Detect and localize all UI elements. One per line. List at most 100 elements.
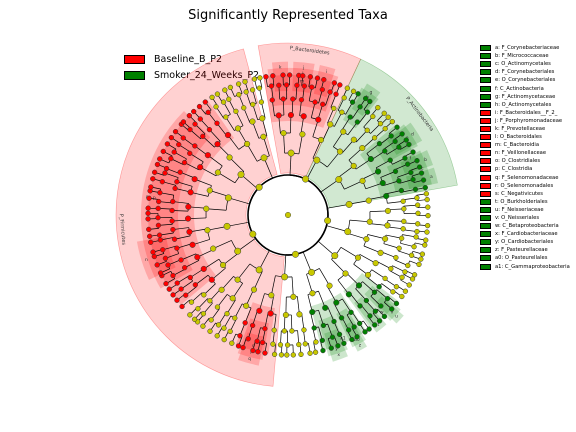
tree-node [262,326,268,332]
branch [172,201,189,204]
tree-node [422,184,428,191]
tree-node [336,148,344,155]
tree-node [424,229,430,235]
tree-node [402,155,408,161]
tree-node [382,148,388,154]
tree-node [168,134,174,141]
clade-legend-swatch [480,255,491,262]
tree-node [178,286,184,292]
branch [270,275,276,296]
tree-node [170,292,176,298]
root-node [284,211,292,219]
branch [217,294,228,308]
tree-node [381,313,388,320]
tree-node [186,113,193,119]
tree-node [159,179,165,185]
branch [246,143,258,162]
tree-node [268,83,275,89]
tree-node [287,72,293,78]
tree-node [350,88,357,94]
branch [252,104,259,120]
clade-legend-label: l: O_Bacteroidales [495,134,542,141]
tree-node [249,322,256,329]
tree-node [260,133,267,140]
branch [385,234,402,239]
branch [217,172,236,184]
clade-legend-item: n: F_Veillonellaceae [480,149,570,157]
clade-legend-label: x: F_Cardiobacteriaceae [495,231,558,238]
clade-legend-item: o: O_Clostridiales [480,157,570,165]
branch [371,269,386,279]
tree-node [422,242,428,248]
branch [387,200,404,204]
branch-arc [312,157,328,168]
branch [306,159,318,180]
branch [383,243,400,249]
tree-nodes [145,72,431,358]
tree-node [244,140,251,147]
tree-node [379,179,386,187]
branch [203,283,216,296]
tree-node [424,222,431,229]
clade-legend-swatch [480,109,491,116]
branch [258,250,270,271]
clade-legend-swatch [480,85,491,92]
branch [264,312,269,329]
tree-node [196,103,203,110]
tree-node [208,317,214,323]
tree-node [413,234,419,240]
clade-legend-item: c: O_Actinomycetales [480,60,570,68]
tree-node [160,247,166,253]
clade-legend-label: o: O_Clostridiales [495,158,541,165]
branch [344,180,363,190]
tree-node [329,334,336,340]
clade-legend-swatch [480,142,491,149]
clade-legend-label: c: O_Actinomycetales [495,61,551,68]
tree-node [296,311,303,318]
tree-node [357,320,363,327]
tree-node [281,273,289,281]
clade-label: a0 [354,337,360,343]
clade-legend-item: e: O_Corynebacteriales [480,76,570,84]
clade-legend-label: r: O_Selenomonadales [495,182,554,189]
tree-node [178,257,184,263]
tree-node [377,120,384,127]
tree-node [233,108,239,115]
tree-node [170,272,176,279]
tree-node [187,150,193,156]
tree-node [155,222,162,228]
tree-node [214,333,220,339]
clade-label: s [252,344,255,349]
tree-node [146,233,153,239]
clade-legend-swatch [480,231,491,238]
clade-legend-swatch [480,206,491,213]
tree-node [152,169,158,175]
phylum-label: P_Bacteroidetes [289,45,330,56]
tree-node [415,221,421,227]
tree-node [367,155,374,163]
tree-node [150,176,156,182]
branch [383,180,399,186]
branch [273,314,277,331]
branch [327,108,335,124]
tree-node [245,336,251,342]
tree-node [174,280,180,286]
tree-node [179,303,185,310]
tree-node [223,222,231,230]
tree-node [271,327,277,333]
tree-node [371,135,378,141]
tree-node [415,210,421,216]
tree-node [229,295,236,302]
branch [253,271,263,290]
branch [284,254,287,277]
tree-node [203,205,210,212]
tree-node [349,99,356,105]
legend-item-smoker: Smoker_24_Weeks_P2 [124,67,259,83]
branch [202,136,215,148]
branch [334,112,343,127]
legend-swatch-smoker [124,70,145,80]
branch [225,116,235,131]
tree-node [398,235,405,241]
clade-label: b [424,157,427,163]
tree-node [145,205,151,211]
